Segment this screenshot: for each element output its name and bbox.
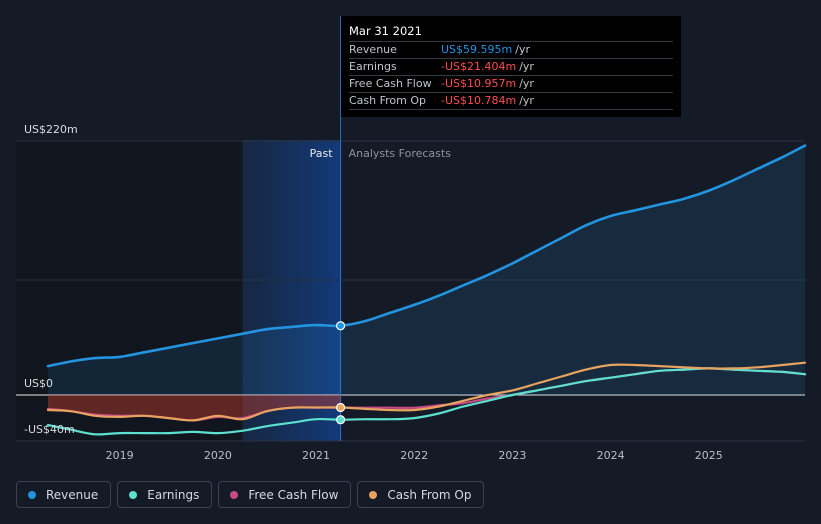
marker-cash-from-op xyxy=(335,402,346,413)
tooltip-value: -US$10.957m xyxy=(441,77,517,90)
legend-item-cash-from-op[interactable]: Cash From Op xyxy=(357,481,485,508)
y-tick-label: US$220m xyxy=(24,123,78,136)
legend-dot-icon xyxy=(28,490,36,499)
tooltip-label: Revenue xyxy=(349,43,397,56)
tooltip-value: -US$10.784m xyxy=(441,94,517,107)
x-tick-label: 2020 xyxy=(204,449,232,462)
tooltip-date: Mar 31 2021 xyxy=(349,24,673,42)
tooltip-row-free-cash-flow: Free Cash Flow -US$10.957m /yr xyxy=(349,76,673,93)
past-region xyxy=(16,140,243,441)
tooltip-label: Free Cash Flow xyxy=(349,77,432,90)
past-highlight xyxy=(242,140,341,441)
x-tick-label: 2019 xyxy=(106,449,134,462)
x-tick-label: 2022 xyxy=(400,449,428,462)
legend-item-revenue[interactable]: Revenue xyxy=(16,481,112,508)
tooltip-label: Earnings xyxy=(349,60,397,73)
revenue-area xyxy=(48,145,805,395)
x-tick-label: 2021 xyxy=(302,449,330,462)
tooltip-unit: /yr xyxy=(519,94,534,107)
negative-cashflow-area xyxy=(48,395,341,421)
marker-earnings xyxy=(335,415,346,425)
legend: Revenue Earnings Free Cash Flow Cash Fro… xyxy=(16,481,485,508)
y-tick-label: US$0 xyxy=(24,377,53,390)
legend-dot-icon xyxy=(230,490,239,499)
tooltip-value: US$59.595m xyxy=(441,43,513,56)
legend-label: Earnings xyxy=(147,487,200,502)
tooltip: Mar 31 2021 Revenue US$59.595m /yr Earni… xyxy=(341,16,681,117)
tooltip-unit: /yr xyxy=(519,77,534,90)
series-line-revenue xyxy=(46,144,807,368)
marker-revenue xyxy=(335,321,346,331)
legend-label: Free Cash Flow xyxy=(248,487,339,502)
series-line-cash-from-op xyxy=(46,361,807,422)
x-tick-label: 2024 xyxy=(597,449,625,462)
tooltip-row-cash-from-op: Cash From Op -US$10.784m /yr xyxy=(349,93,673,110)
tooltip-unit: /yr xyxy=(519,60,534,73)
tooltip-unit: /yr xyxy=(515,43,530,56)
legend-dot-icon xyxy=(129,490,138,499)
legend-item-free-cash-flow[interactable]: Free Cash Flow xyxy=(218,481,352,508)
x-tick-label: 2025 xyxy=(695,449,723,462)
forecast-label: Analysts Forecasts xyxy=(349,147,452,160)
legend-dot-icon xyxy=(369,490,378,499)
tooltip-row-revenue: Revenue US$59.595m /yr xyxy=(349,42,673,59)
tooltip-value: -US$21.404m xyxy=(441,60,517,73)
past-label: Past xyxy=(310,147,334,160)
series-line-earnings xyxy=(46,367,807,436)
legend-label: Cash From Op xyxy=(387,487,472,502)
tooltip-row-earnings: Earnings -US$21.404m /yr xyxy=(349,59,673,76)
y-tick-label: -US$40m xyxy=(24,423,75,436)
tooltip-label: Cash From Op xyxy=(349,94,427,107)
x-tick-label: 2023 xyxy=(498,449,526,462)
legend-item-earnings[interactable]: Earnings xyxy=(117,481,213,508)
legend-label: Revenue xyxy=(46,487,99,502)
